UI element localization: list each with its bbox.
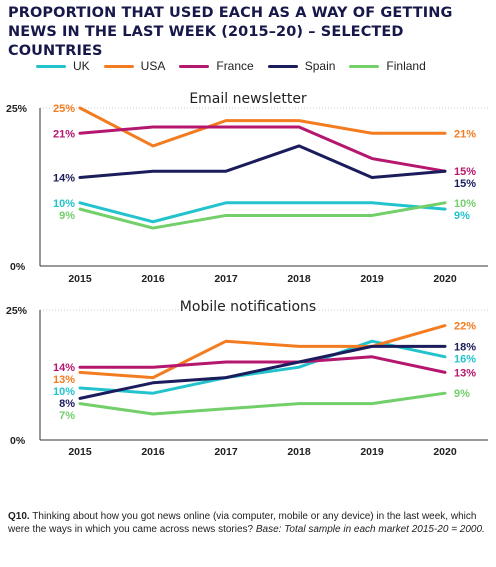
series-line-spain (78, 144, 447, 180)
x-tick-label: 2015 (68, 273, 92, 285)
chart-title: PROPORTION THAT USED EACH AS A WAY OF GE… (8, 5, 453, 59)
data-label-start-uk: 10% (53, 198, 75, 210)
x-tick-label: 2019 (360, 273, 384, 285)
chart-panel-1: 25% 0% 2015 2016 2017 2018 2019 2020 Email newsl… (6, 91, 488, 285)
data-label-start-spain: 8% (59, 398, 75, 410)
legend-label-uk: UK (73, 59, 90, 73)
x-tick-label: 2017 (214, 273, 238, 285)
x-tick-label: 2018 (287, 273, 311, 285)
legend-item-france: France (179, 59, 254, 73)
series-line-uk (78, 201, 447, 224)
data-label-end-usa: 21% (454, 128, 476, 140)
y-tick-label: 0% (10, 435, 26, 447)
footnote-question-id: Q10. (8, 511, 30, 522)
data-label-end-finland: 10% (454, 198, 476, 210)
series-line-spain (78, 344, 447, 400)
y-tick-label: 25% (6, 103, 28, 115)
data-label-end-spain: 15% (454, 178, 476, 190)
x-tick-label: 2016 (141, 273, 165, 285)
footnote-base: Base: Total sample in each market 2015-2… (255, 524, 485, 535)
series-line-finland (78, 391, 447, 416)
series-line-france (78, 125, 447, 173)
data-label-end-finland: 9% (454, 388, 470, 400)
y-tick-label: 25% (6, 305, 28, 317)
legend-item-spain: Spain (267, 59, 336, 73)
series-line-france (78, 355, 447, 374)
panel-title: Mobile notifications (180, 299, 316, 315)
chart-panel-2: 25% 0% 2015 2016 2017 2018 2019 2020 Mobile noti… (6, 299, 488, 458)
legend-item-usa: USA (103, 59, 166, 73)
legend-swatch-france (179, 64, 210, 68)
x-tick-label: 2016 (141, 446, 165, 458)
data-label-end-france: 15% (454, 166, 476, 178)
legend-label-france: France (216, 59, 254, 73)
x-tick-label: 2019 (360, 446, 384, 458)
legend-label-finland: Finland (386, 59, 426, 73)
data-label-start-finland: 9% (59, 210, 75, 222)
data-label-start-finland: 7% (59, 410, 75, 422)
data-label-end-uk: 16% (454, 353, 476, 365)
legend-item-finland: Finland (349, 59, 426, 73)
data-label-end-spain: 18% (454, 341, 476, 353)
series-line-usa (78, 106, 447, 148)
legend-swatch-usa (103, 64, 134, 68)
series-line-finland (78, 201, 447, 230)
charts-canvas: 25% 0% 2015 2016 2017 2018 2019 2020 Email newsl… (6, 91, 488, 458)
data-label-end-uk: 9% (454, 210, 470, 222)
legend-swatch-spain (267, 64, 298, 68)
x-tick-label: 2020 (433, 273, 457, 285)
data-label-start-france: 21% (53, 128, 75, 140)
legend-label-spain: Spain (304, 59, 336, 73)
x-tick-label: 2017 (214, 446, 238, 458)
legend: UK USA France Spain Finland (36, 56, 440, 76)
legend-swatch-finland (349, 64, 380, 68)
x-tick-label: 2018 (287, 446, 311, 458)
data-label-end-france: 13% (454, 367, 476, 379)
data-label-start-usa: 25% (53, 103, 75, 115)
data-label-start-spain: 14% (53, 173, 75, 185)
series-line-usa (78, 324, 447, 380)
x-tick-label: 2020 (433, 446, 457, 458)
data-label-start-france: 14% (53, 362, 75, 374)
data-label-start-usa: 13% (53, 374, 75, 386)
data-label-end-usa: 22% (454, 321, 476, 333)
y-tick-label: 0% (10, 261, 26, 273)
panel-title: Email newsletter (189, 91, 307, 107)
x-tick-label: 2015 (68, 446, 92, 458)
data-label-start-uk: 10% (53, 386, 75, 398)
footnote: Q10. Thinking about how you got news onl… (8, 510, 488, 536)
legend-swatch-uk (36, 64, 66, 68)
legend-label-usa: USA (140, 59, 166, 73)
footnote-text: Thinking about how you got news online (… (8, 511, 477, 535)
legend-item-uk: UK (36, 59, 90, 73)
